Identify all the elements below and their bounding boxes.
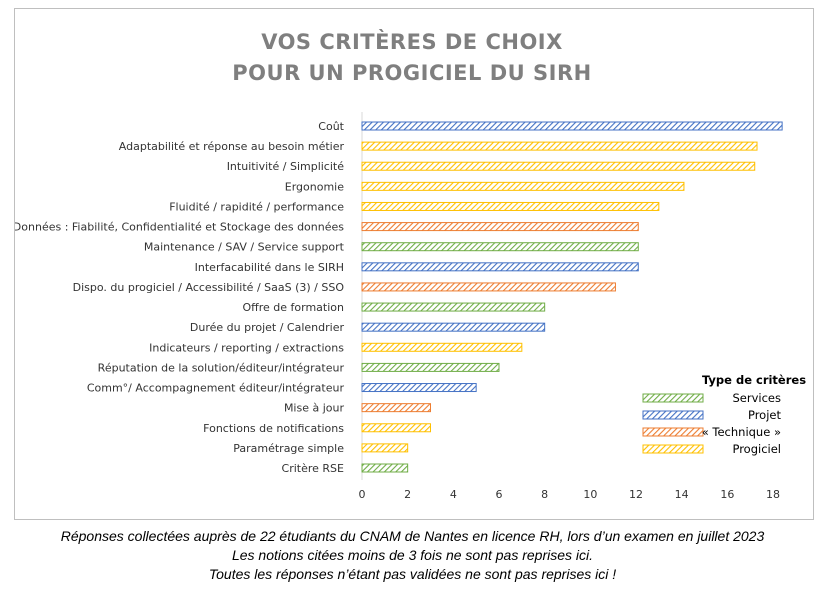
category-label: Maintenance / SAV / Service support <box>144 241 345 254</box>
category-label: Interfacabilité dans le SIRH <box>195 261 344 274</box>
bar-comm-accompagnement-editeur-integrateur <box>361 383 477 393</box>
legend-swatch-services <box>642 393 704 403</box>
bar-parametrage-simple <box>361 443 409 453</box>
category-label: Fonctions de notifications <box>203 422 344 435</box>
category-label: Adaptabilité et réponse au besoin métier <box>119 140 345 153</box>
caption: Réponses collectées auprès de 22 étudian… <box>0 527 825 584</box>
x-tick-label: 2 <box>404 488 411 501</box>
category-label: Dispo. du progiciel / Accessibilité / Sa… <box>73 281 345 294</box>
category-label: Indicateurs / reporting / extractions <box>149 341 344 354</box>
bar-ergonomie <box>361 181 685 191</box>
x-tick-label: 18 <box>766 488 780 501</box>
legend-label-progiciel: Progiciel <box>732 442 781 456</box>
legend-swatch-progiciel <box>642 444 704 454</box>
caption-line-3: Toutes les réponses n’étant pas validées… <box>208 566 617 582</box>
legend-title: Type de critères <box>702 373 806 387</box>
bar-fonctions-de-notifications <box>361 423 431 433</box>
bars <box>361 121 783 473</box>
value-axis: 0 2 4 6 8 10 12 14 16 18 <box>359 112 780 501</box>
category-label: Intuitivité / Simplicité <box>227 160 345 173</box>
bar-critere-rse <box>361 463 409 473</box>
bar-mise-a-jour <box>361 403 431 413</box>
category-label: Données : Fiabilité, Confidentialité et … <box>15 221 344 234</box>
category-label: Offre de formation <box>243 301 345 314</box>
bar-maintenance-sav-service-support <box>361 242 639 252</box>
bar-dispo-du-progiciel-accessibilite-saas-3-sso <box>361 282 616 292</box>
x-tick-label: 4 <box>450 488 457 501</box>
bar-fluidite-rapidite-performance <box>361 201 660 211</box>
bar-duree-du-projet-calendrier <box>361 322 546 332</box>
x-tick-label: 8 <box>541 488 548 501</box>
caption-line-2: Les notions citées moins de 3 fois ne so… <box>231 547 594 563</box>
chart-svg: VOS CRITÈRES DE CHOIX POUR UN PROGICIEL … <box>15 29 806 501</box>
legend-label-projet: Projet <box>748 408 782 422</box>
bar-interfacabilite-dans-le-sirh <box>361 262 639 272</box>
x-tick-label: 14 <box>675 488 689 501</box>
legend-label-services: Services <box>733 391 782 405</box>
category-label: Fluidité / rapidité / performance <box>169 200 344 213</box>
x-tick-label: 16 <box>720 488 734 501</box>
legend-swatch-technique <box>642 427 704 437</box>
legend-label-technique: « Technique » <box>702 425 781 439</box>
category-label: Paramétrage simple <box>233 442 344 455</box>
category-label: Ergonomie <box>285 180 344 193</box>
bar-indicateurs-reporting-extractions <box>361 342 523 352</box>
x-tick-label: 6 <box>496 488 503 501</box>
category-label: Durée du projet / Calendrier <box>190 321 345 334</box>
category-label: Comm°/ Accompagnement éditeur/intégrateu… <box>87 382 345 395</box>
category-label: Mise à jour <box>284 402 345 415</box>
bar-offre-de-formation <box>361 302 546 312</box>
x-tick-label: 12 <box>629 488 643 501</box>
legend: Type de critères Services Projet « Techniq… <box>642 373 806 456</box>
bar-adaptabilite-et-reponse-au-besoin-metier <box>361 141 758 151</box>
x-tick-label: 10 <box>583 488 597 501</box>
category-label: Coût <box>318 120 344 133</box>
x-tick-label: 0 <box>359 488 366 501</box>
category-labels: Coût Adaptabilité et réponse au besoin mé… <box>15 120 345 475</box>
category-label: Réputation de la solution/éditeur/intégr… <box>98 361 345 374</box>
chart-title-line-1: VOS CRITÈRES DE CHOIX <box>261 29 563 54</box>
caption-line-1: Réponses collectées auprès de 22 étudian… <box>60 528 765 544</box>
legend-swatch-projet <box>642 410 704 420</box>
bar-reputation-de-la-solution-editeur-integrateur <box>361 362 500 372</box>
bar-intuitivite-simplicite <box>361 161 756 171</box>
bar-donnees-fiabilite-confidentialite-et-stockage-des-donnees <box>361 222 639 232</box>
chart-title-line-2: POUR UN PROGICIEL DU SIRH <box>232 61 591 85</box>
category-label: Critère RSE <box>282 462 345 475</box>
bar-cout <box>361 121 783 131</box>
chart-frame: VOS CRITÈRES DE CHOIX POUR UN PROGICIEL … <box>14 8 814 520</box>
